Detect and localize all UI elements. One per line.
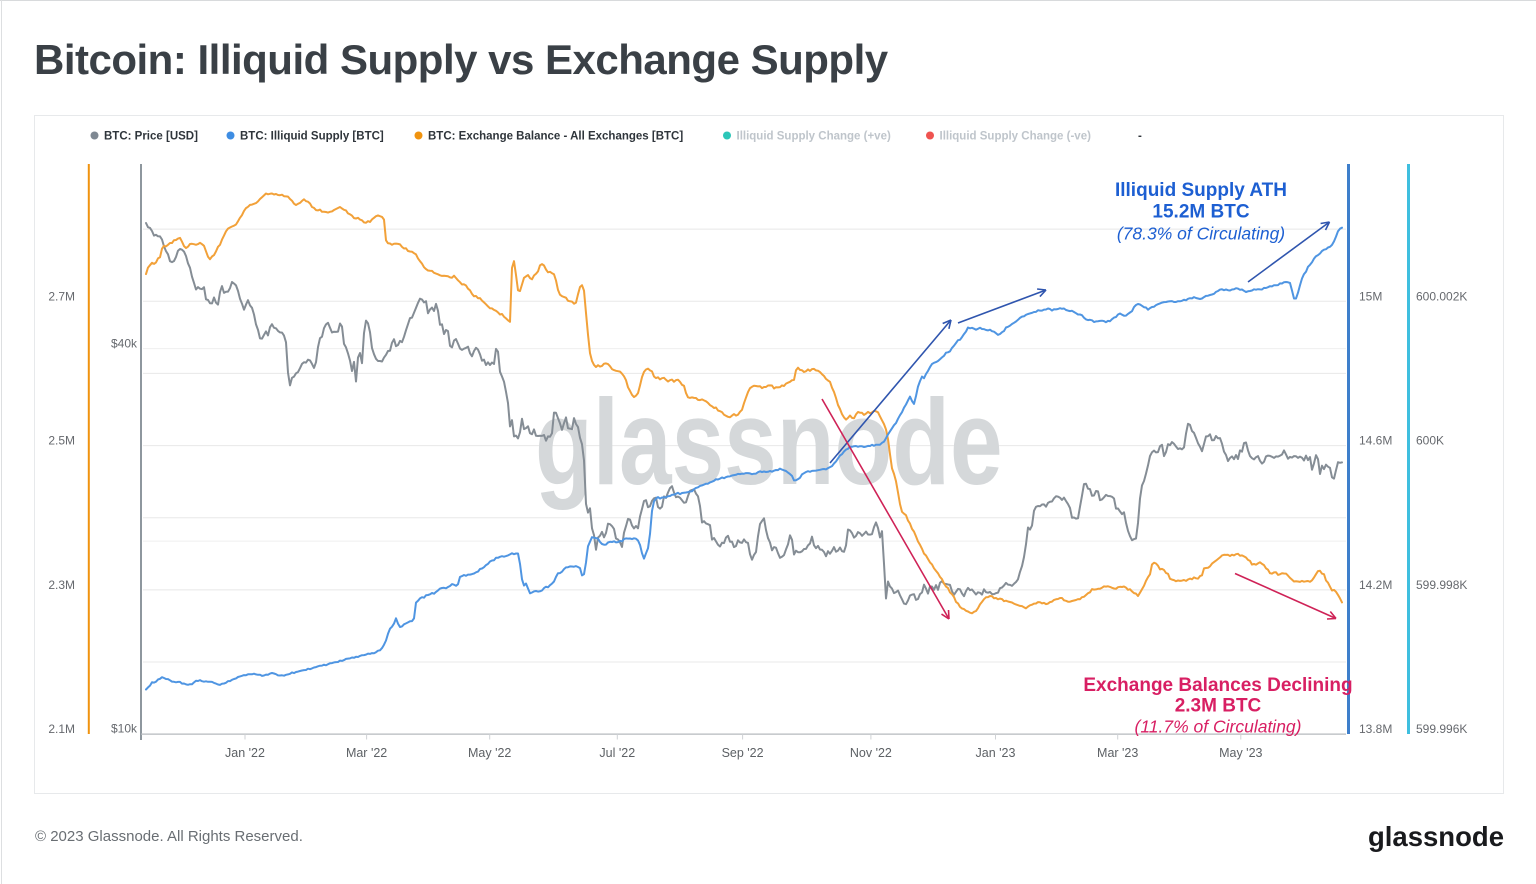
svg-text:599.998K: 599.998K: [1416, 578, 1467, 592]
svg-text:(11.7% of Circulating): (11.7% of Circulating): [1135, 717, 1302, 737]
svg-text:2.7M: 2.7M: [48, 289, 75, 303]
svg-text:2.3M: 2.3M: [48, 578, 75, 592]
svg-text:BTC: Illiquid Supply [BTC]: BTC: Illiquid Supply [BTC]: [240, 131, 384, 143]
svg-text:May '22: May '22: [468, 746, 511, 760]
svg-text:599.996K: 599.996K: [1416, 722, 1467, 736]
svg-text:BTC: Exchange Balance - All Ex: BTC: Exchange Balance - All Exchanges [B…: [428, 131, 683, 143]
svg-text:$10k: $10k: [111, 722, 138, 736]
svg-text:glassnode: glassnode: [1368, 821, 1504, 852]
svg-text:Bitcoin: Illiquid Supply vs Ex: Bitcoin: Illiquid Supply vs Exchange Sup…: [34, 36, 889, 83]
svg-text:15.2M BTC: 15.2M BTC: [1152, 202, 1249, 223]
svg-text:2.1M: 2.1M: [48, 722, 75, 736]
svg-text:600K: 600K: [1416, 434, 1444, 448]
svg-text:glassnode: glassnode: [535, 374, 1003, 510]
svg-text:Illiquid Supply Change (-ve): Illiquid Supply Change (-ve): [940, 131, 1092, 143]
svg-text:BTC: Price [USD]: BTC: Price [USD]: [104, 131, 198, 143]
svg-text:2.3M BTC: 2.3M BTC: [1175, 696, 1262, 717]
svg-text:(78.3% of Circulating): (78.3% of Circulating): [1117, 224, 1285, 244]
svg-text:Mar '22: Mar '22: [346, 746, 387, 760]
svg-text:Illiquid Supply ATH: Illiquid Supply ATH: [1115, 180, 1287, 201]
svg-text:Mar '23: Mar '23: [1097, 746, 1138, 760]
svg-text:Jan '23: Jan '23: [976, 746, 1016, 760]
svg-text:13.8M: 13.8M: [1359, 722, 1392, 736]
svg-text:Exchange Balances Declining: Exchange Balances Declining: [1083, 675, 1352, 696]
svg-text:© 2023 Glassnode. All Rights R: © 2023 Glassnode. All Rights Reserved.: [35, 828, 303, 845]
svg-text:600.002K: 600.002K: [1416, 289, 1467, 303]
svg-text:Jul '22: Jul '22: [599, 746, 635, 760]
svg-text:Illiquid Supply Change (+ve): Illiquid Supply Change (+ve): [737, 131, 891, 143]
svg-text:Jan '22: Jan '22: [225, 746, 265, 760]
svg-text:14.2M: 14.2M: [1359, 578, 1392, 592]
svg-text:15M: 15M: [1359, 289, 1382, 303]
svg-text:-: -: [1138, 131, 1142, 143]
svg-text:Nov '22: Nov '22: [850, 746, 892, 760]
svg-text:Sep '22: Sep '22: [722, 746, 764, 760]
svg-text:May '23: May '23: [1219, 746, 1262, 760]
svg-text:$40k: $40k: [111, 337, 138, 351]
svg-text:2.5M: 2.5M: [48, 434, 75, 448]
svg-text:14.6M: 14.6M: [1359, 434, 1392, 448]
